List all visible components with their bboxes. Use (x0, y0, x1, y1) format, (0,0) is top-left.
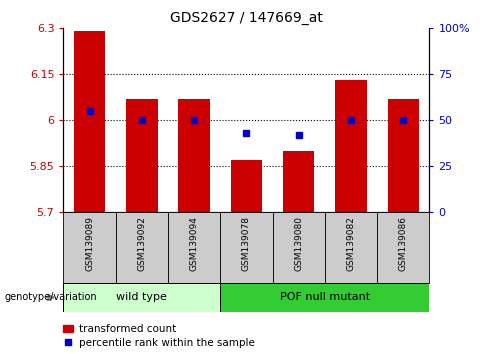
Text: genotype/variation: genotype/variation (5, 292, 98, 302)
Bar (231, 160, 262, 212)
Text: GSM139092: GSM139092 (137, 216, 146, 271)
Text: GSM139094: GSM139094 (190, 216, 199, 271)
Bar (273, 212, 325, 283)
Title: GDS2627 / 147669_at: GDS2627 / 147669_at (170, 11, 323, 24)
Text: GSM139082: GSM139082 (346, 216, 356, 271)
Text: GSM139089: GSM139089 (85, 216, 94, 271)
Bar (116, 212, 168, 283)
Bar (126, 99, 158, 212)
Bar (220, 212, 273, 283)
Bar (220, 283, 429, 312)
Legend: transformed count, percentile rank within the sample: transformed count, percentile rank withi… (59, 320, 259, 352)
Text: POF null mutant: POF null mutant (280, 292, 370, 302)
Bar (179, 99, 210, 212)
Bar (325, 212, 377, 283)
Text: wild type: wild type (117, 292, 167, 302)
Bar (283, 151, 314, 212)
Bar (63, 283, 220, 312)
Bar (74, 32, 105, 212)
Text: GSM139080: GSM139080 (294, 216, 303, 271)
Text: GSM139078: GSM139078 (242, 216, 251, 271)
Bar (387, 99, 419, 212)
Bar (168, 212, 220, 283)
Bar (335, 80, 366, 212)
Text: GSM139086: GSM139086 (399, 216, 408, 271)
Bar (377, 212, 429, 283)
Bar (63, 212, 116, 283)
